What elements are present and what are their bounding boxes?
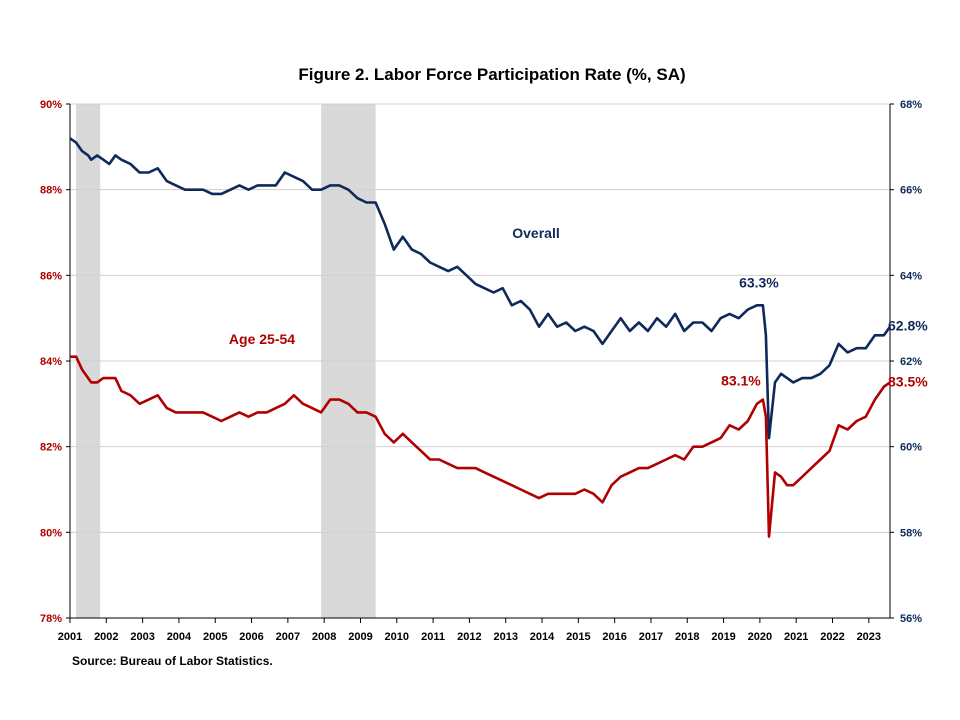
y-left-tick-label: 84% (40, 356, 62, 368)
label-peak-overall: 63.3% (739, 274, 779, 290)
y-left-tick-label: 90% (40, 99, 62, 111)
x-tick-label: 2012 (457, 631, 481, 643)
y-left-tick-label: 86% (40, 270, 62, 282)
x-tick-label: 2013 (493, 631, 517, 643)
x-tick-label: 2009 (348, 631, 372, 643)
x-tick-label: 2011 (421, 631, 445, 643)
x-tick-label: 2005 (203, 631, 227, 643)
y-right-tick-label: 66% (900, 185, 922, 197)
label-latest-overall: 62.8% (888, 318, 928, 334)
y-left-tick-label: 80% (40, 527, 62, 539)
x-tick-label: 2016 (602, 631, 626, 643)
label-latest-age-25-54: 83.5% (888, 373, 928, 389)
y-right-tick-label: 64% (900, 270, 922, 282)
axes: 78% 56% 80% 58% 82% 60% 84% 62% 86% 64% 88% 66% 90% 6… (40, 99, 922, 643)
x-tick-label: 2008 (312, 631, 336, 643)
y-right-tick-label: 68% (900, 99, 922, 111)
x-tick-label: 2004 (167, 631, 192, 643)
x-tick-label: 2014 (530, 631, 555, 643)
x-tick-label: 2007 (276, 631, 300, 643)
x-tick-label: 2019 (711, 631, 735, 643)
x-tick-label: 2017 (639, 631, 663, 643)
x-tick-label: 2022 (820, 631, 844, 643)
y-left-tick-label: 82% (40, 442, 62, 454)
x-tick-label: 2018 (675, 631, 699, 643)
y-right-tick-label: 60% (900, 442, 922, 454)
x-tick-label: 2010 (385, 631, 409, 643)
x-tick-label: 2015 (566, 631, 590, 643)
x-tick-label: 2023 (857, 631, 881, 643)
y-left-tick-label: 78% (40, 613, 62, 625)
label-peak-age-25-54: 83.1% (721, 373, 761, 389)
x-tick-label: 2021 (784, 631, 808, 643)
x-tick-label: 2002 (94, 631, 118, 643)
x-tick-label: 2003 (130, 631, 154, 643)
series-line-age-25-54 (70, 355, 891, 538)
series (69, 137, 892, 538)
series-line-overall (69, 137, 892, 440)
y-right-tick-label: 58% (900, 527, 922, 539)
annotations: Overall Age 25-54 63.3% 83.1% 62.8% 83.5% (229, 225, 928, 389)
label-overall: Overall (512, 225, 559, 241)
x-tick-label: 2006 (239, 631, 263, 643)
source-note: Source: Bureau of Labor Statistics. (72, 654, 273, 668)
y-right-tick-label: 56% (900, 613, 922, 625)
label-age-25-54: Age 25-54 (229, 331, 295, 347)
x-tick-label: 2020 (748, 631, 772, 643)
y-left-tick-label: 88% (40, 185, 62, 197)
x-tick-label: 2001 (58, 631, 82, 643)
y-right-tick-label: 62% (900, 356, 922, 368)
chart-title: Figure 2. Labor Force Participation Rate… (298, 65, 685, 84)
